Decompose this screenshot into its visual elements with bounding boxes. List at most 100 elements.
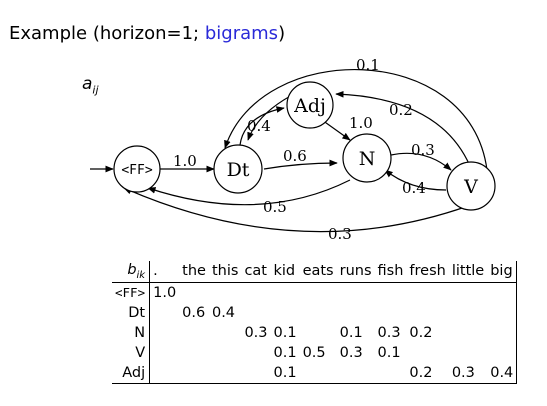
column-header: big xyxy=(487,261,518,283)
edge-label-v-ff: 0.3 xyxy=(328,225,352,243)
table-cell xyxy=(209,282,241,303)
table-cell xyxy=(179,362,209,384)
table-cell: 0.1 xyxy=(270,362,300,384)
transition-matrix-label: aij xyxy=(82,74,99,97)
state-diagram: <FF> Dt Adj N V 1.0 0.6 0.4 0.1 1.0 0.2 … xyxy=(90,56,496,243)
table-cell xyxy=(150,303,180,323)
table-cell xyxy=(271,303,300,323)
node-adj xyxy=(286,81,334,129)
table-cell: 0.1 xyxy=(273,344,297,361)
table-cell xyxy=(406,282,448,303)
table-cell: 0.1 xyxy=(339,324,363,341)
edge-v-ff xyxy=(123,187,469,233)
table-cell xyxy=(150,323,180,343)
table-cell: 0.3 xyxy=(377,324,401,341)
table-cell xyxy=(374,362,407,384)
column-header: fish xyxy=(374,261,407,283)
table-row: V 0.1 0.5 0.3 0.1 xyxy=(112,342,518,363)
table-cell xyxy=(336,362,375,384)
table-cell: 0.1 xyxy=(377,344,401,361)
table-cell: 0.1 xyxy=(273,324,297,341)
column-header: this xyxy=(208,261,242,283)
table-row: Adj 0.1 0.2 0.3 0.4 xyxy=(112,362,518,384)
table-cell xyxy=(449,282,487,303)
edge-n-v xyxy=(390,152,452,171)
table-cell xyxy=(300,303,337,323)
table-cell xyxy=(179,343,209,363)
column-header: the xyxy=(179,261,209,283)
row-header: V xyxy=(112,342,151,363)
node-dt-label: Dt xyxy=(227,159,250,181)
node-ff-label: <FF> xyxy=(121,163,152,178)
edge-dt-n xyxy=(263,159,338,170)
table-header-row: bik. the this cat kid eats runs fish fresh little… xyxy=(112,261,518,283)
table-row: N 0.3 0.1 0.1 0.3 0.2 xyxy=(112,322,518,343)
node-dt xyxy=(213,144,263,194)
edge-label-v-n: 0.4 xyxy=(402,179,426,197)
table-cell xyxy=(241,282,270,303)
table-cell xyxy=(299,362,337,384)
edge-adj-n xyxy=(321,119,351,141)
row-header: <FF> xyxy=(112,282,151,303)
edge-big-arc xyxy=(224,69,488,171)
table-cell xyxy=(449,343,487,363)
edge-label-n-ff: 0.5 xyxy=(263,198,287,216)
table-cell xyxy=(241,362,271,384)
table-cell xyxy=(150,343,180,363)
table-cell xyxy=(337,303,375,323)
column-header: fresh xyxy=(406,261,449,283)
title-highlight: bigrams xyxy=(204,23,279,44)
row-header: N xyxy=(112,322,151,343)
table-cell xyxy=(208,362,242,384)
table-row: <FF> 1.0 xyxy=(112,282,518,303)
table-cell xyxy=(487,282,518,303)
column-header: little xyxy=(448,261,488,283)
table-cell xyxy=(487,302,518,323)
table-cell: 0.6 xyxy=(182,304,206,321)
edge-label-dt-n: 0.6 xyxy=(283,147,307,165)
table-cell: 0.4 xyxy=(211,304,236,321)
table-cell xyxy=(179,282,209,303)
page-title: Example (horizon=1; bigrams) xyxy=(9,23,285,44)
table-cell xyxy=(375,282,407,303)
table-cell: 0.4 xyxy=(487,362,518,384)
table-cell xyxy=(300,323,337,343)
edge-n-ff xyxy=(147,179,351,206)
table-cell xyxy=(449,303,487,323)
edge-v-n xyxy=(384,169,447,191)
emission-table: bik. the this cat kid eats runs fish fresh little… xyxy=(112,261,518,384)
table-cell xyxy=(375,303,407,323)
table-cell: 0.5 xyxy=(302,344,326,361)
row-header: Adj xyxy=(112,362,151,384)
table-cell: 0.3 xyxy=(448,362,488,384)
table-cell xyxy=(337,282,375,303)
table-cell xyxy=(406,303,448,323)
emission-matrix-label: bik xyxy=(112,261,151,283)
table-cell xyxy=(271,282,300,303)
table-cell xyxy=(487,322,518,343)
table-cell: 0.2 xyxy=(409,324,433,341)
table-cell: 0.3 xyxy=(339,344,363,361)
table-row: Dt 0.6 0.4 xyxy=(112,302,518,323)
node-n xyxy=(342,133,392,183)
column-header: eats xyxy=(299,261,337,283)
title-prefix: Example (horizon=1; xyxy=(9,23,205,44)
node-n-label: N xyxy=(359,148,376,170)
edge-label-dt-adj: 0.4 xyxy=(247,117,271,135)
node-v xyxy=(446,161,496,211)
table-cell xyxy=(487,342,518,363)
row-header: Dt xyxy=(112,302,151,323)
node-adj-label: Adj xyxy=(293,95,326,117)
edge-label-adj-dt: 0.1 xyxy=(356,56,380,74)
table-cell xyxy=(300,282,337,303)
table-cell: 1.0 xyxy=(153,284,177,301)
column-header: runs xyxy=(336,261,375,283)
title-suffix: ) xyxy=(278,23,286,44)
table-cell xyxy=(209,343,241,363)
edge-dt-adj xyxy=(239,106,285,146)
edge-v-adj xyxy=(335,90,471,167)
table-cell xyxy=(149,362,180,384)
table-cell xyxy=(449,323,487,343)
edge-label-ff-dt: 1.0 xyxy=(173,152,197,170)
table-cell xyxy=(241,303,270,323)
